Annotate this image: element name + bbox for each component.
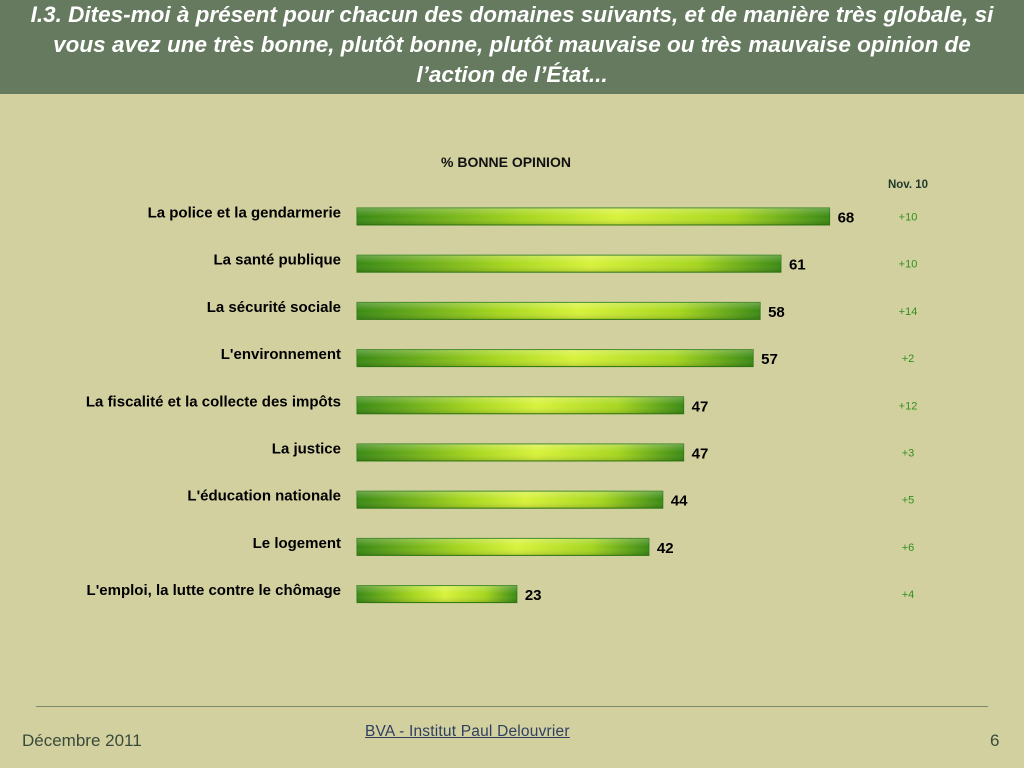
change-label: +5 xyxy=(902,495,915,507)
title-banner: I.3. Dites-moi à présent pour chacun des… xyxy=(0,0,1024,94)
change-label: +3 xyxy=(902,448,915,460)
change-label: +6 xyxy=(902,542,915,554)
category-label: La justice xyxy=(272,441,341,458)
category-label: Le logement xyxy=(253,535,341,552)
bar-highlight xyxy=(357,208,830,225)
category-label: La police et la gendarmerie xyxy=(148,205,341,222)
change-column-header: Nov. 10 xyxy=(888,179,928,191)
value-label: 42 xyxy=(657,540,674,557)
bar-highlight xyxy=(357,396,684,414)
change-label: +4 xyxy=(902,589,915,601)
bar-highlight xyxy=(357,491,663,509)
category-label: La sécurité sociale xyxy=(207,299,341,316)
value-label: 44 xyxy=(671,493,688,510)
page-number: 6 xyxy=(990,731,1000,750)
footer-divider xyxy=(36,706,988,707)
category-label: L'éducation nationale xyxy=(187,488,341,505)
value-label: 58 xyxy=(768,304,785,321)
bar-highlight xyxy=(357,585,517,603)
change-label: +10 xyxy=(899,212,918,224)
change-label: +14 xyxy=(899,306,918,318)
value-label: 23 xyxy=(525,587,542,604)
bar-highlight xyxy=(357,302,761,320)
change-label: +12 xyxy=(899,400,918,412)
category-label: La santé publique xyxy=(213,252,341,269)
value-label: 61 xyxy=(789,257,806,274)
bar-chart: % BONNE OPINION Nov. 10 La police et la … xyxy=(86,154,928,604)
category-label: L'environnement xyxy=(221,346,341,363)
chart-subtitle: % BONNE OPINION xyxy=(441,154,571,170)
category-label: La fiscalité et la collecte des impôts xyxy=(86,393,341,410)
footer-date: Décembre 2011 xyxy=(22,731,142,750)
value-label: 57 xyxy=(761,351,778,368)
footer-brand: BVA - Institut Paul Delouvrier xyxy=(365,723,570,740)
bar-highlight xyxy=(357,255,781,273)
change-label: +10 xyxy=(899,259,918,271)
value-label: 47 xyxy=(692,398,709,415)
value-label: 47 xyxy=(692,446,709,463)
slide-title: I.3. Dites-moi à présent pour chacun des… xyxy=(30,2,994,87)
value-label: 68 xyxy=(838,210,855,227)
change-label: +2 xyxy=(902,353,915,365)
category-label: L'emploi, la lutte contre le chômage xyxy=(87,582,341,599)
bar-highlight xyxy=(357,444,684,461)
bar-highlight xyxy=(357,538,649,556)
bar-highlight xyxy=(357,349,754,367)
